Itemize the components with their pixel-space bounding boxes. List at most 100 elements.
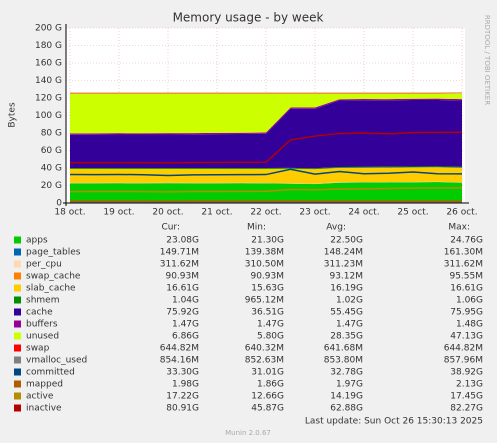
y-tick-label: 60 G — [41, 146, 62, 156]
area — [70, 93, 462, 134]
y-tick-label: 100 G — [35, 111, 62, 121]
legend-value: 75.95G — [450, 308, 483, 318]
legend-value: 853.80M — [324, 356, 363, 366]
legend-name: swap — [26, 344, 50, 354]
legend-value: 5.80G — [257, 332, 284, 342]
chart-title: Memory usage - by week — [173, 11, 324, 25]
legend-value: 95.55M — [449, 272, 483, 282]
legend-value: 6.86G — [172, 332, 199, 342]
x-tick-label: 19 oct. — [103, 208, 134, 218]
line — [69, 168, 463, 177]
legend-name: inactive — [26, 404, 62, 414]
legend-value: 12.66G — [251, 392, 284, 402]
legend-value: 17.45G — [450, 392, 483, 402]
legend-value: 55.45G — [330, 308, 363, 318]
legend-value: 62.88G — [330, 404, 363, 414]
legend-swatch — [14, 236, 21, 244]
legend-value: 16.19G — [330, 284, 363, 294]
legend-value: 93.12M — [329, 272, 363, 282]
x-tick-label: 23 oct. — [299, 208, 330, 218]
legend-name: apps — [26, 236, 48, 246]
legend-swatch — [14, 332, 21, 340]
legend-value: 857.96M — [444, 356, 483, 366]
legend-value: 148.24M — [324, 248, 363, 258]
y-tick-label: 80 G — [41, 129, 62, 139]
legend-header: Cur: — [161, 223, 180, 233]
line — [69, 131, 463, 164]
legend-value: 149.71M — [160, 248, 199, 258]
legend-name: committed — [26, 368, 75, 378]
legend-value: 14.19G — [330, 392, 363, 402]
area — [70, 181, 462, 184]
area — [70, 182, 462, 203]
legend-name: buffers — [26, 320, 58, 330]
legend-value: 45.87G — [251, 404, 284, 414]
y-tick-label: 120 G — [35, 94, 62, 104]
legend-value: 23.08G — [166, 236, 199, 246]
legend-value: 36.51G — [251, 308, 284, 318]
x-tick-label: 21 oct. — [201, 208, 232, 218]
legend-value: 640.32M — [245, 344, 284, 354]
y-tick-label: 40 G — [41, 164, 62, 174]
legend-swatch — [14, 380, 21, 388]
y-tick-label: 0 — [56, 199, 62, 209]
legend-value: 1.06G — [456, 296, 483, 306]
area — [70, 182, 462, 185]
legend-value: 82.27G — [450, 404, 483, 414]
legend-swatch — [14, 368, 21, 376]
legend-name: active — [26, 392, 54, 402]
legend-name: page_tables — [26, 248, 81, 258]
legend-value: 310.50M — [245, 260, 284, 270]
legend-header: Min: — [247, 223, 266, 233]
legend-value: 311.62M — [160, 260, 199, 270]
y-tick-label: 20 G — [41, 181, 62, 191]
legend-value: 1.86G — [257, 380, 284, 390]
y-tick-label: 160 G — [35, 59, 62, 69]
legend-value: 33.30G — [166, 368, 199, 378]
legend-value: 1.47G — [336, 320, 363, 330]
legend-value: 90.93M — [250, 272, 284, 282]
legend-value: 644.82M — [444, 344, 483, 354]
legend-name: per_cpu — [26, 260, 62, 270]
legend-value: 2.13G — [456, 380, 483, 390]
x-tick-label: 24 oct. — [348, 208, 379, 218]
legend-value: 90.93M — [165, 272, 199, 282]
legend-value: 1.04G — [172, 296, 199, 306]
legend-value: 1.47G — [257, 320, 284, 330]
legend-value: 32.78G — [330, 368, 363, 378]
legend-value: 1.02G — [336, 296, 363, 306]
legend-swatch — [14, 404, 21, 412]
legend-swatch — [14, 356, 21, 364]
legend-value: 1.98G — [172, 380, 199, 390]
legend-value: 16.61G — [450, 284, 483, 294]
x-tick-label: 26 oct. — [446, 208, 477, 218]
legend-swatch — [14, 248, 21, 256]
legend-value: 16.61G — [166, 284, 199, 294]
legend-swatch — [14, 320, 21, 328]
legend-swatch — [14, 272, 21, 280]
legend-value: 21.30G — [251, 236, 284, 246]
x-tick-label: 25 oct. — [397, 208, 428, 218]
legend-name: shmem — [26, 296, 59, 306]
legend-value: 852.63M — [245, 356, 284, 366]
legend-name: mapped — [26, 380, 63, 390]
legend: Cur: Min: Avg: Max: apps 23.08G 21.30G 22.50G 24… — [14, 223, 483, 414]
y-tick-label: 180 G — [35, 41, 62, 51]
y-tick-label: 140 G — [35, 76, 62, 86]
legend-value: 75.92G — [166, 308, 199, 318]
legend-value: 47.13G — [450, 332, 483, 342]
legend-value: 80.91G — [166, 404, 199, 414]
legend-swatch — [14, 392, 21, 400]
legend-value: 1.47G — [172, 320, 199, 330]
y-axis-label: Bytes — [8, 102, 18, 128]
line — [69, 187, 463, 193]
legend-header: Avg: — [326, 223, 346, 233]
y-tick-label: 200 G — [35, 24, 62, 34]
area — [70, 166, 462, 170]
legend-swatch — [14, 344, 21, 352]
x-tick-label: 22 oct. — [250, 208, 281, 218]
legend-value: 311.23M — [324, 260, 363, 270]
legend-value: 161.30M — [444, 248, 483, 258]
legend-name: cache — [26, 308, 53, 318]
